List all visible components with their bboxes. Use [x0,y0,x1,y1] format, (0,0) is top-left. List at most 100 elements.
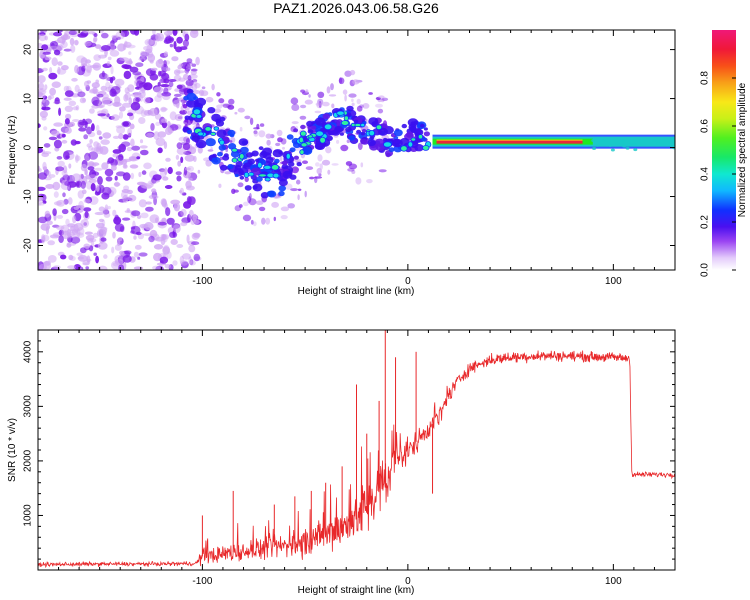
noise-speck [78,127,87,132]
ridge-blob [368,117,379,126]
noise-speck [101,162,109,170]
noise-speck [176,36,183,44]
noise-speck [87,162,97,168]
noise-speck [224,171,232,175]
noise-speck [165,207,171,217]
y-tick-label: 1000 [23,504,34,527]
noise-speck [331,103,335,109]
noise-speck [362,103,370,109]
noise-speck [180,221,188,227]
ridge-dot [601,139,605,143]
ridge-dot [615,141,620,145]
ridge-blob [281,160,288,166]
noise-speck [95,255,99,264]
noise-speck [161,118,168,124]
ridge-blob [360,138,368,144]
noise-speck [130,138,135,147]
y-tick-label: 0 [23,144,34,150]
noise-speck [287,203,296,209]
noise-speck [119,106,126,112]
noise-speck [61,170,68,177]
noise-speck [211,83,215,91]
ridge-highlight [319,136,326,144]
noise-speck [185,68,189,75]
noise-speck [89,88,99,94]
noise-speck [122,194,129,203]
ridge-highlight [375,124,383,130]
noise-speck [368,92,373,95]
noise-speck [38,82,45,91]
ridge-blob [407,118,419,127]
noise-speck [207,149,214,152]
noise-speck [94,211,105,216]
ridge-highlight [210,131,217,136]
noise-speck [50,266,60,270]
noise-speck [164,264,171,269]
ridge-dot [595,143,600,147]
noise-speck [126,146,133,152]
noise-speck [155,32,161,42]
noise-speck [41,44,49,51]
ridge-highlight [400,145,408,152]
ridge-dot [633,148,638,152]
noise-speck [89,139,93,144]
spectrogram-noise [38,30,390,270]
noise-speck [186,234,190,244]
noise-speck [308,94,311,98]
noise-speck [128,51,132,55]
noise-speck [188,244,196,253]
ridge-blob [293,155,299,160]
noise-speck [191,30,199,35]
noise-speck [147,53,156,63]
noise-speck [168,81,174,88]
noise-speck [349,69,356,76]
noise-speck [139,145,148,149]
noise-speck [160,106,167,113]
y-tick-label: 3000 [23,395,34,418]
noise-speck [161,234,167,241]
noise-speck [70,225,75,232]
noise-speck [160,198,167,207]
noise-speck [193,253,201,262]
ridge-blob [296,162,302,167]
noise-speck [84,231,93,235]
noise-speck [49,87,56,96]
noise-speck [74,84,80,93]
noise-speck [169,111,177,121]
ridge-blob [414,144,424,152]
noise-speck [159,256,169,264]
noise-speck [186,61,193,65]
noise-speck [104,168,114,177]
noise-speck [148,180,158,185]
ridge-blob [240,146,249,154]
noise-speck [180,156,184,163]
ridge-blob [194,99,199,104]
ridge-blob [375,143,385,151]
noise-speck [114,244,122,251]
ridge-dot [610,148,615,152]
ridge-highlight [270,164,280,171]
ridge-highlight [360,123,366,128]
ridge-highlight [383,141,392,148]
noise-speck [238,204,243,208]
noise-speck [183,136,190,143]
noise-speck [326,86,331,94]
noise-speck [95,222,105,229]
ridge-highlight [343,115,349,121]
ridge-blob [392,138,403,148]
noise-speck [38,186,46,191]
noise-speck [165,67,171,72]
noise-speck [178,88,187,95]
noise-speck [44,84,48,90]
noise-speck [296,179,301,185]
noise-speck [300,89,305,93]
noise-speck [38,147,43,154]
noise-speck [158,168,166,173]
ridge-blob [360,132,366,136]
noise-speck [315,162,320,167]
noise-speck [48,45,59,51]
noise-speck [366,179,373,184]
ridge-dot [632,142,637,146]
noise-speck [122,217,131,221]
